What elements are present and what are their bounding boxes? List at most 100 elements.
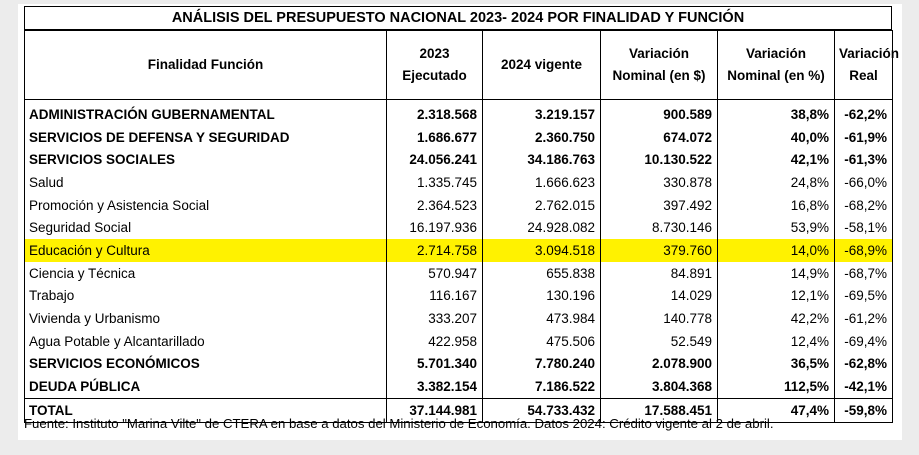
- cell-var-pct: 14,9%: [717, 261, 835, 285]
- cell-var-real: -62,8%: [834, 352, 893, 376]
- cell-var-nominal: 10.130.522: [600, 148, 718, 172]
- cell-var-pct: 12,4%: [717, 329, 835, 353]
- cell-var-real: -68,2%: [834, 193, 893, 217]
- header-2024-vigente: 2024 vigente: [482, 30, 601, 100]
- table-row: ADMINISTRACIÓN GUBERNAMENTAL 2.318.568 3…: [24, 99, 893, 126]
- table-row: SERVICIOS ECONÓMICOS 5.701.340 7.780.240…: [24, 352, 893, 376]
- cell-2024-vigente: 475.506: [482, 329, 601, 353]
- cell-var-real: -69,4%: [834, 329, 893, 353]
- header-finalidad-funcion: Finalidad Función: [24, 30, 387, 100]
- cell-2023-ejecutado: 2.364.523: [386, 193, 483, 217]
- cell-2023-ejecutado: 1.686.677: [386, 125, 483, 149]
- row-name: Educación y Cultura: [24, 239, 387, 262]
- cell-2023-ejecutado: 570.947: [386, 261, 483, 285]
- header-variacion-real: Variación Real: [834, 30, 899, 100]
- row-name: DEUDA PÚBLICA: [24, 375, 387, 399]
- row-name: ADMINISTRACIÓN GUBERNAMENTAL: [24, 99, 387, 126]
- cell-var-pct: 14,0%: [717, 239, 835, 262]
- cell-var-pct: 16,8%: [717, 193, 835, 217]
- cell-var-real: -59,8%: [834, 397, 893, 423]
- cell-2024-vigente: 34.186.763: [482, 148, 601, 172]
- row-name: Vivienda y Urbanismo: [24, 307, 387, 330]
- cell-2023-ejecutado: 16.197.936: [386, 216, 483, 240]
- cell-var-pct: 24,8%: [717, 171, 835, 194]
- header-variacion-nominal-pesos: Variación Nominal (en $): [600, 30, 718, 100]
- table-row: SERVICIOS DE DEFENSA Y SEGURIDAD 1.686.6…: [24, 125, 893, 149]
- cell-2023-ejecutado: 37.144.981: [386, 397, 483, 423]
- cell-var-pct: 12,1%: [717, 284, 835, 308]
- table-title: ANÁLISIS DEL PRESUPUESTO NACIONAL 2023- …: [24, 6, 892, 30]
- row-name: SERVICIOS ECONÓMICOS: [24, 352, 387, 376]
- cell-var-real: -58,1%: [834, 216, 893, 240]
- cell-2024-vigente: 3.094.518: [482, 239, 601, 262]
- cell-var-nominal: 3.804.368: [600, 375, 718, 399]
- cell-var-pct: 38,8%: [717, 99, 835, 126]
- cell-var-pct: 40,0%: [717, 125, 835, 149]
- budget-table: Finalidad Función 2023 Ejecutado 2024 vig…: [24, 30, 899, 423]
- row-name: TOTAL: [24, 397, 387, 423]
- row-name: Promoción y Asistencia Social: [24, 193, 387, 217]
- cell-2024-vigente: 3.219.157: [482, 99, 601, 126]
- cell-2024-vigente: 473.984: [482, 307, 601, 330]
- cell-var-pct: 42,1%: [717, 148, 835, 172]
- cell-var-real: -62,2%: [834, 99, 893, 126]
- row-name: Trabajo: [24, 284, 387, 308]
- cell-var-nominal: 900.589: [600, 99, 718, 126]
- cell-var-nominal: 140.778: [600, 307, 718, 330]
- row-name: Seguridad Social: [24, 216, 387, 240]
- row-name: Agua Potable y Alcantarillado: [24, 329, 387, 353]
- table-row: Promoción y Asistencia Social 2.364.523 …: [24, 193, 893, 217]
- row-name: SERVICIOS DE DEFENSA Y SEGURIDAD: [24, 125, 387, 149]
- cell-var-nominal: 8.730.146: [600, 216, 718, 240]
- source-footnote: Fuente: Instituto "Marina Vilte" de CTER…: [24, 416, 774, 431]
- cell-var-real: -69,5%: [834, 284, 893, 308]
- cell-2023-ejecutado: 2.318.568: [386, 99, 483, 126]
- cell-2024-vigente: 2.762.015: [482, 193, 601, 217]
- total-row: TOTAL 37.144.981 54.733.432 17.588.451 4…: [24, 397, 893, 423]
- cell-var-real: -61,2%: [834, 307, 893, 330]
- row-name: Salud: [24, 171, 387, 194]
- cell-2024-vigente: 24.928.082: [482, 216, 601, 240]
- cell-2024-vigente: 7.186.522: [482, 375, 601, 399]
- cell-var-pct: 53,9%: [717, 216, 835, 240]
- cell-var-real: -61,9%: [834, 125, 893, 149]
- table-row: DEUDA PÚBLICA 3.382.154 7.186.522 3.804.…: [24, 375, 893, 399]
- table-row: Salud 1.335.745 1.666.623 330.878 24,8% …: [24, 171, 893, 194]
- row-name: Ciencia y Técnica: [24, 261, 387, 285]
- cell-2024-vigente: 2.360.750: [482, 125, 601, 149]
- table-row: Trabajo 116.167 130.196 14.029 12,1% -69…: [24, 284, 893, 308]
- cell-var-nominal: 52.549: [600, 329, 718, 353]
- cell-2024-vigente: 130.196: [482, 284, 601, 308]
- cell-2023-ejecutado: 24.056.241: [386, 148, 483, 172]
- table-row: Ciencia y Técnica 570.947 655.838 84.891…: [24, 261, 893, 285]
- cell-2023-ejecutado: 3.382.154: [386, 375, 483, 399]
- cell-var-nominal: 14.029: [600, 284, 718, 308]
- cell-2023-ejecutado: 422.958: [386, 329, 483, 353]
- cell-var-nominal: 84.891: [600, 261, 718, 285]
- cell-var-real: -42,1%: [834, 375, 893, 399]
- cell-2024-vigente: 1.666.623: [482, 171, 601, 194]
- cell-var-nominal: 379.760: [600, 239, 718, 262]
- table-row: Vivienda y Urbanismo 333.207 473.984 140…: [24, 307, 893, 330]
- budget-sheet: ANÁLISIS DEL PRESUPUESTO NACIONAL 2023- …: [18, 4, 902, 440]
- table-row-highlighted: Educación y Cultura 2.714.758 3.094.518 …: [24, 239, 893, 262]
- cell-var-pct: 112,5%: [717, 375, 835, 399]
- cell-var-real: -66,0%: [834, 171, 893, 194]
- cell-2024-vigente: 655.838: [482, 261, 601, 285]
- cell-var-pct: 36,5%: [717, 352, 835, 376]
- cell-2023-ejecutado: 116.167: [386, 284, 483, 308]
- table-row: Seguridad Social 16.197.936 24.928.082 8…: [24, 216, 893, 240]
- cell-var-pct: 42,2%: [717, 307, 835, 330]
- cell-var-nominal: 2.078.900: [600, 352, 718, 376]
- header-row: Finalidad Función 2023 Ejecutado 2024 vig…: [24, 30, 899, 100]
- cell-var-nominal: 17.588.451: [600, 397, 718, 423]
- cell-var-nominal: 397.492: [600, 193, 718, 217]
- header-2023-ejecutado: 2023 Ejecutado: [386, 30, 483, 100]
- cell-var-real: -68,7%: [834, 261, 893, 285]
- cell-var-nominal: 674.072: [600, 125, 718, 149]
- table-row: SERVICIOS SOCIALES 24.056.241 34.186.763…: [24, 148, 893, 172]
- cell-2023-ejecutado: 1.335.745: [386, 171, 483, 194]
- cell-var-real: -61,3%: [834, 148, 893, 172]
- cell-2023-ejecutado: 2.714.758: [386, 239, 483, 262]
- row-name: SERVICIOS SOCIALES: [24, 148, 387, 172]
